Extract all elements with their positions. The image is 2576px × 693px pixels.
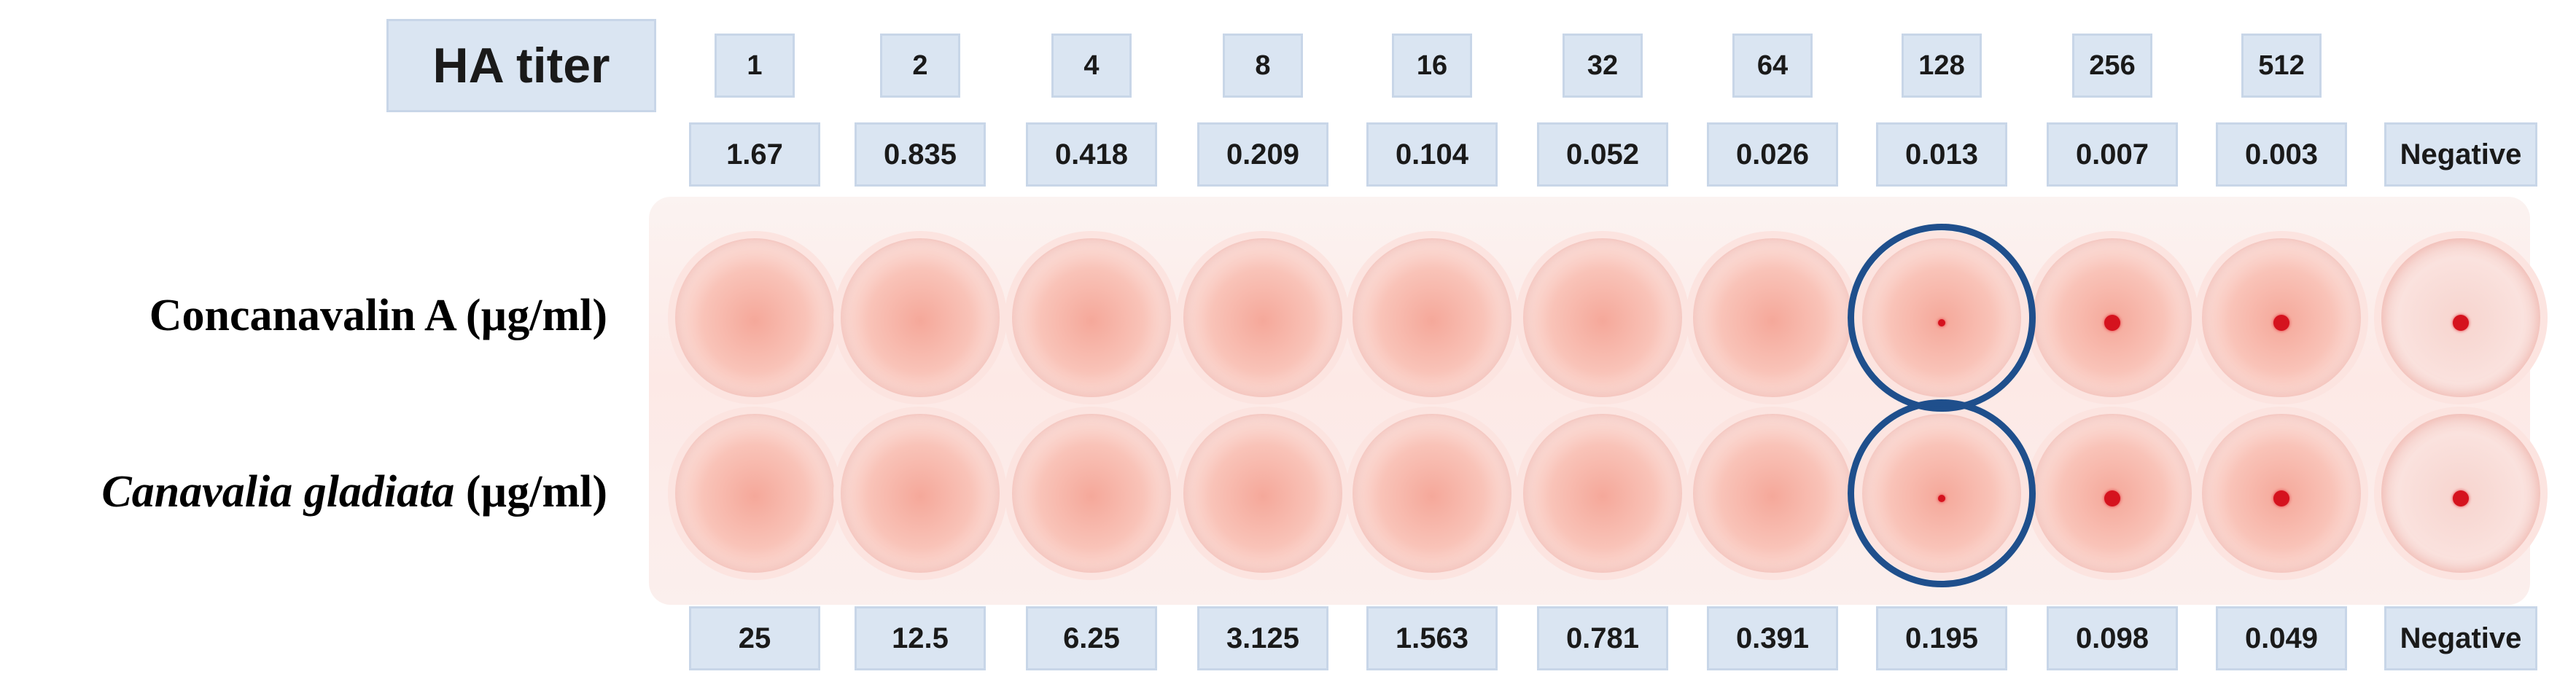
plate-well [2033, 414, 2192, 573]
row-label-concanavalin: Concanavalin A (µg/ml) [149, 291, 607, 340]
titer-value: 512 [2241, 34, 2322, 98]
concentration-value: 6.25 [1026, 606, 1157, 670]
plate-well [675, 238, 834, 397]
plate-well [1523, 414, 1682, 573]
concentration-value: 0.418 [1026, 122, 1157, 187]
titer-value: 2 [880, 34, 960, 98]
concentration-value: 0.049 [2216, 606, 2347, 670]
endpoint-ring [1848, 399, 2036, 587]
concentration-value: 3.125 [1197, 606, 1328, 670]
plate-well [2202, 238, 2361, 397]
concentration-value: 25 [689, 606, 820, 670]
rbc-button [2104, 315, 2120, 331]
ha-titer-label: HA titer [386, 19, 656, 112]
plate-well [841, 414, 1000, 573]
titer-value: 256 [2072, 34, 2152, 98]
titer-value: 16 [1392, 34, 1472, 98]
rbc-button [2104, 490, 2120, 506]
plate-well [2202, 414, 2361, 573]
concentration-value: 0.052 [1537, 122, 1668, 187]
plate-well [675, 414, 834, 573]
titer-value: 8 [1223, 34, 1303, 98]
plate-well [1183, 414, 1342, 573]
plate-well [1012, 414, 1171, 573]
concentration-value: 0.209 [1197, 122, 1328, 187]
plate-well [1523, 238, 1682, 397]
plate-well [2381, 414, 2540, 573]
concentration-value: 0.195 [1876, 606, 2007, 670]
concentration-value: 0.781 [1537, 606, 1668, 670]
endpoint-ring [1848, 224, 2036, 412]
titer-value: 32 [1563, 34, 1643, 98]
plate-well [1693, 238, 1852, 397]
concentration-value: Negative [2384, 606, 2537, 670]
plate-well [1353, 414, 1511, 573]
titer-value: 128 [1902, 34, 1982, 98]
rbc-button [2453, 315, 2469, 331]
concentration-value: 1.563 [1366, 606, 1498, 670]
row-label-canavalia: Canavalia gladiata (µg/ml) [101, 466, 607, 518]
concentration-value: 12.5 [855, 606, 986, 670]
titer-value: 1 [715, 34, 795, 98]
concentration-value: Negative [2384, 122, 2537, 187]
concentration-value: 0.104 [1366, 122, 1498, 187]
microplate-photo [649, 197, 2540, 605]
rbc-button [2453, 490, 2469, 506]
concentration-value: 0.391 [1707, 606, 1838, 670]
titer-value: 4 [1051, 34, 1132, 98]
species-name: Canavalia gladiata [101, 467, 455, 517]
concentration-value: 0.098 [2047, 606, 2178, 670]
concentration-value: 0.835 [855, 122, 986, 187]
concentration-value: 0.026 [1707, 122, 1838, 187]
concentration-value: 0.003 [2216, 122, 2347, 187]
plate-well [1012, 238, 1171, 397]
concentration-value: 0.007 [2047, 122, 2178, 187]
rbc-button [2273, 315, 2289, 331]
concentration-value: 1.67 [689, 122, 820, 187]
titer-value: 64 [1732, 34, 1813, 98]
concentration-value: 0.013 [1876, 122, 2007, 187]
plate-well [2033, 238, 2192, 397]
plate-well [1693, 414, 1852, 573]
plate-well [1183, 238, 1342, 397]
plate-well [841, 238, 1000, 397]
rbc-button [2273, 490, 2289, 506]
plate-well [1353, 238, 1511, 397]
plate-well [2381, 238, 2540, 397]
unit-label: (µg/ml) [454, 467, 607, 517]
